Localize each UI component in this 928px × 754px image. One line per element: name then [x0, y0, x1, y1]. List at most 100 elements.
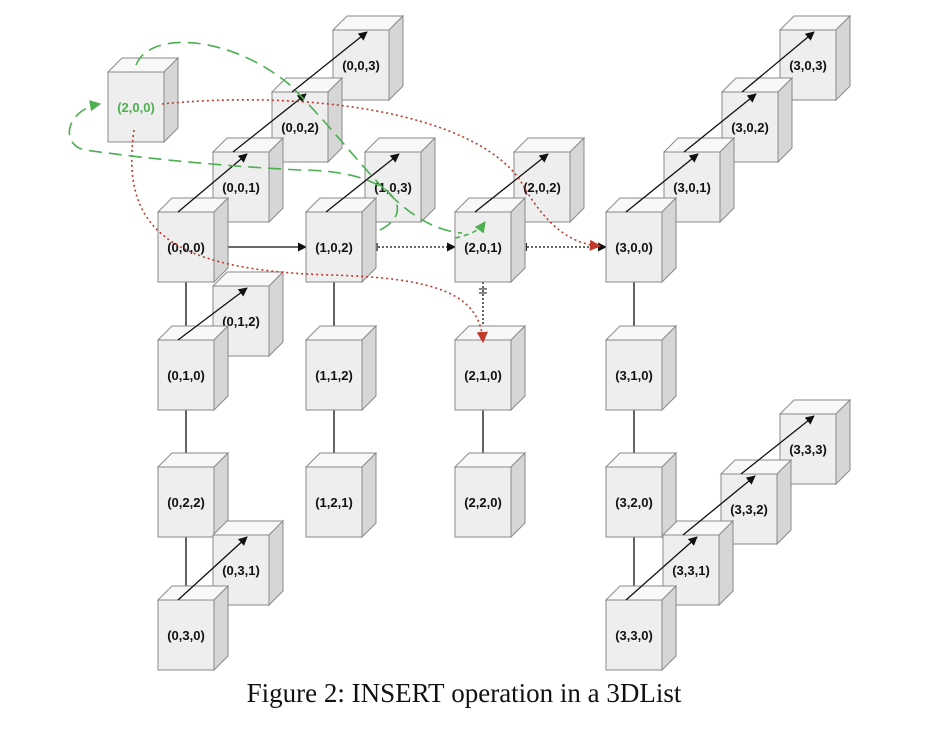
node-333: (3,3,3) [778, 398, 852, 486]
node-front-face [305, 339, 363, 411]
node-201: (2,0,1) [453, 196, 527, 284]
node-front-face [454, 466, 512, 538]
node-332: (3,3,2) [719, 458, 793, 546]
node-front-face [157, 599, 215, 671]
node-side-face [835, 14, 851, 102]
3dlist-diagram: (3,0,3) (3,0,2) (3,0,1) (3,0,0) (3,3,3) (2,0,… [68, 14, 852, 672]
node-front-face [605, 339, 663, 411]
node-label: (0,0,3) [342, 58, 380, 73]
node-210: (2,1,0) [453, 324, 527, 412]
node-003: (0,0,3) [331, 14, 405, 102]
edge-331-332 [682, 475, 756, 536]
node-330: (3,3,0) [604, 584, 678, 672]
node-front-face [305, 466, 363, 538]
node-label: (2,1,0) [464, 368, 502, 383]
green-path-loop [68, 100, 399, 231]
node-label: (2,0,1) [464, 240, 502, 255]
edge-010-012 [177, 287, 248, 341]
node-label: (1,2,1) [315, 495, 353, 510]
node-label: (0,3,1) [222, 563, 260, 578]
edge-002-003 [291, 31, 368, 93]
node-side-face [510, 196, 526, 284]
node-label: (2,0,2) [523, 180, 561, 195]
node-300: (3,0,0) [604, 196, 678, 284]
node-301: (3,0,1) [662, 136, 736, 224]
insert-path-green [68, 41, 486, 239]
edge-030-031 [177, 536, 248, 601]
node-label: (3,2,0) [615, 495, 653, 510]
node-front-face [605, 466, 663, 538]
edge-330-331 [625, 536, 698, 601]
node-112: (1,1,2) [304, 324, 378, 412]
node-side-face [213, 324, 229, 412]
node-label: (0,1,2) [222, 314, 260, 329]
edge-300-301 [625, 153, 699, 213]
node-front-face [605, 599, 663, 671]
node-front-face [305, 211, 363, 283]
node-label: (3,1,0) [615, 368, 653, 383]
node-side-face [777, 76, 793, 164]
node-031: (0,3,1) [211, 519, 285, 607]
node-label: (0,0,2) [281, 120, 319, 135]
node-220: (2,2,0) [453, 451, 527, 539]
node-200: (2,0,0) [106, 56, 180, 144]
node-303: (3,0,3) [778, 14, 852, 102]
node-side-face [213, 584, 229, 672]
edge-102-103 [325, 153, 400, 213]
node-022: (0,2,2) [156, 451, 230, 539]
node-front-face [454, 339, 512, 411]
node-side-face [719, 136, 735, 224]
node-side-face [569, 136, 585, 224]
edge-332-333 [740, 415, 815, 475]
edge-000-001 [177, 153, 248, 213]
node-side-face [268, 136, 284, 224]
node-label: (0,0,0) [167, 240, 205, 255]
node-310: (3,1,0) [604, 324, 678, 412]
node-label: (0,0,1) [222, 180, 260, 195]
node-202: (2,0,2) [512, 136, 586, 224]
node-side-face [163, 56, 179, 144]
green-path-to-201 [454, 221, 486, 239]
node-side-face [776, 458, 792, 546]
node-010: (0,1,0) [156, 324, 230, 412]
node-320: (3,2,0) [604, 451, 678, 539]
node-102: (1,0,2) [304, 196, 378, 284]
edge-302-303 [741, 31, 815, 93]
caption-prefix: Figure 2: I [246, 678, 361, 708]
node-label: (1,1,2) [315, 368, 353, 383]
node-label: (3,0,3) [789, 58, 827, 73]
node-side-face [213, 196, 229, 284]
node-121: (1,2,1) [304, 451, 378, 539]
node-front-face [605, 211, 663, 283]
node-side-face [388, 14, 404, 102]
node-030: (0,3,0) [156, 584, 230, 672]
node-side-face [268, 270, 284, 358]
node-side-face [361, 324, 377, 412]
insert-links-red [130, 99, 602, 344]
node-side-face [361, 196, 377, 284]
node-label: (3,3,2) [730, 502, 768, 517]
node-label: (3,3,0) [615, 628, 653, 643]
caption-smallcaps: NSERT [360, 678, 445, 708]
node-front-face [107, 71, 165, 143]
edge-001-002 [232, 93, 307, 153]
node-front-face [157, 211, 215, 283]
node-label: (3,0,0) [615, 240, 653, 255]
nodes-layer: (3,0,3) (3,0,2) (3,0,1) (3,0,0) (3,3,3) (2,0,… [106, 14, 852, 672]
node-side-face [327, 76, 343, 164]
node-front-face [157, 339, 215, 411]
node-label: (2,0,0) [117, 100, 155, 115]
node-label: (0,1,0) [167, 368, 205, 383]
red-link-200-to-210 [130, 129, 488, 344]
node-label: (3,0,1) [673, 180, 711, 195]
node-side-face [510, 324, 526, 412]
node-label: (3,3,3) [789, 442, 827, 457]
node-label: (1,0,2) [315, 240, 353, 255]
green-path-main [135, 41, 463, 234]
node-side-face [361, 451, 377, 539]
node-side-face [268, 519, 284, 607]
node-side-face [510, 451, 526, 539]
node-side-face [661, 196, 677, 284]
node-label: (0,2,2) [167, 495, 205, 510]
caption-suffix: operation in a 3DList [444, 678, 682, 708]
